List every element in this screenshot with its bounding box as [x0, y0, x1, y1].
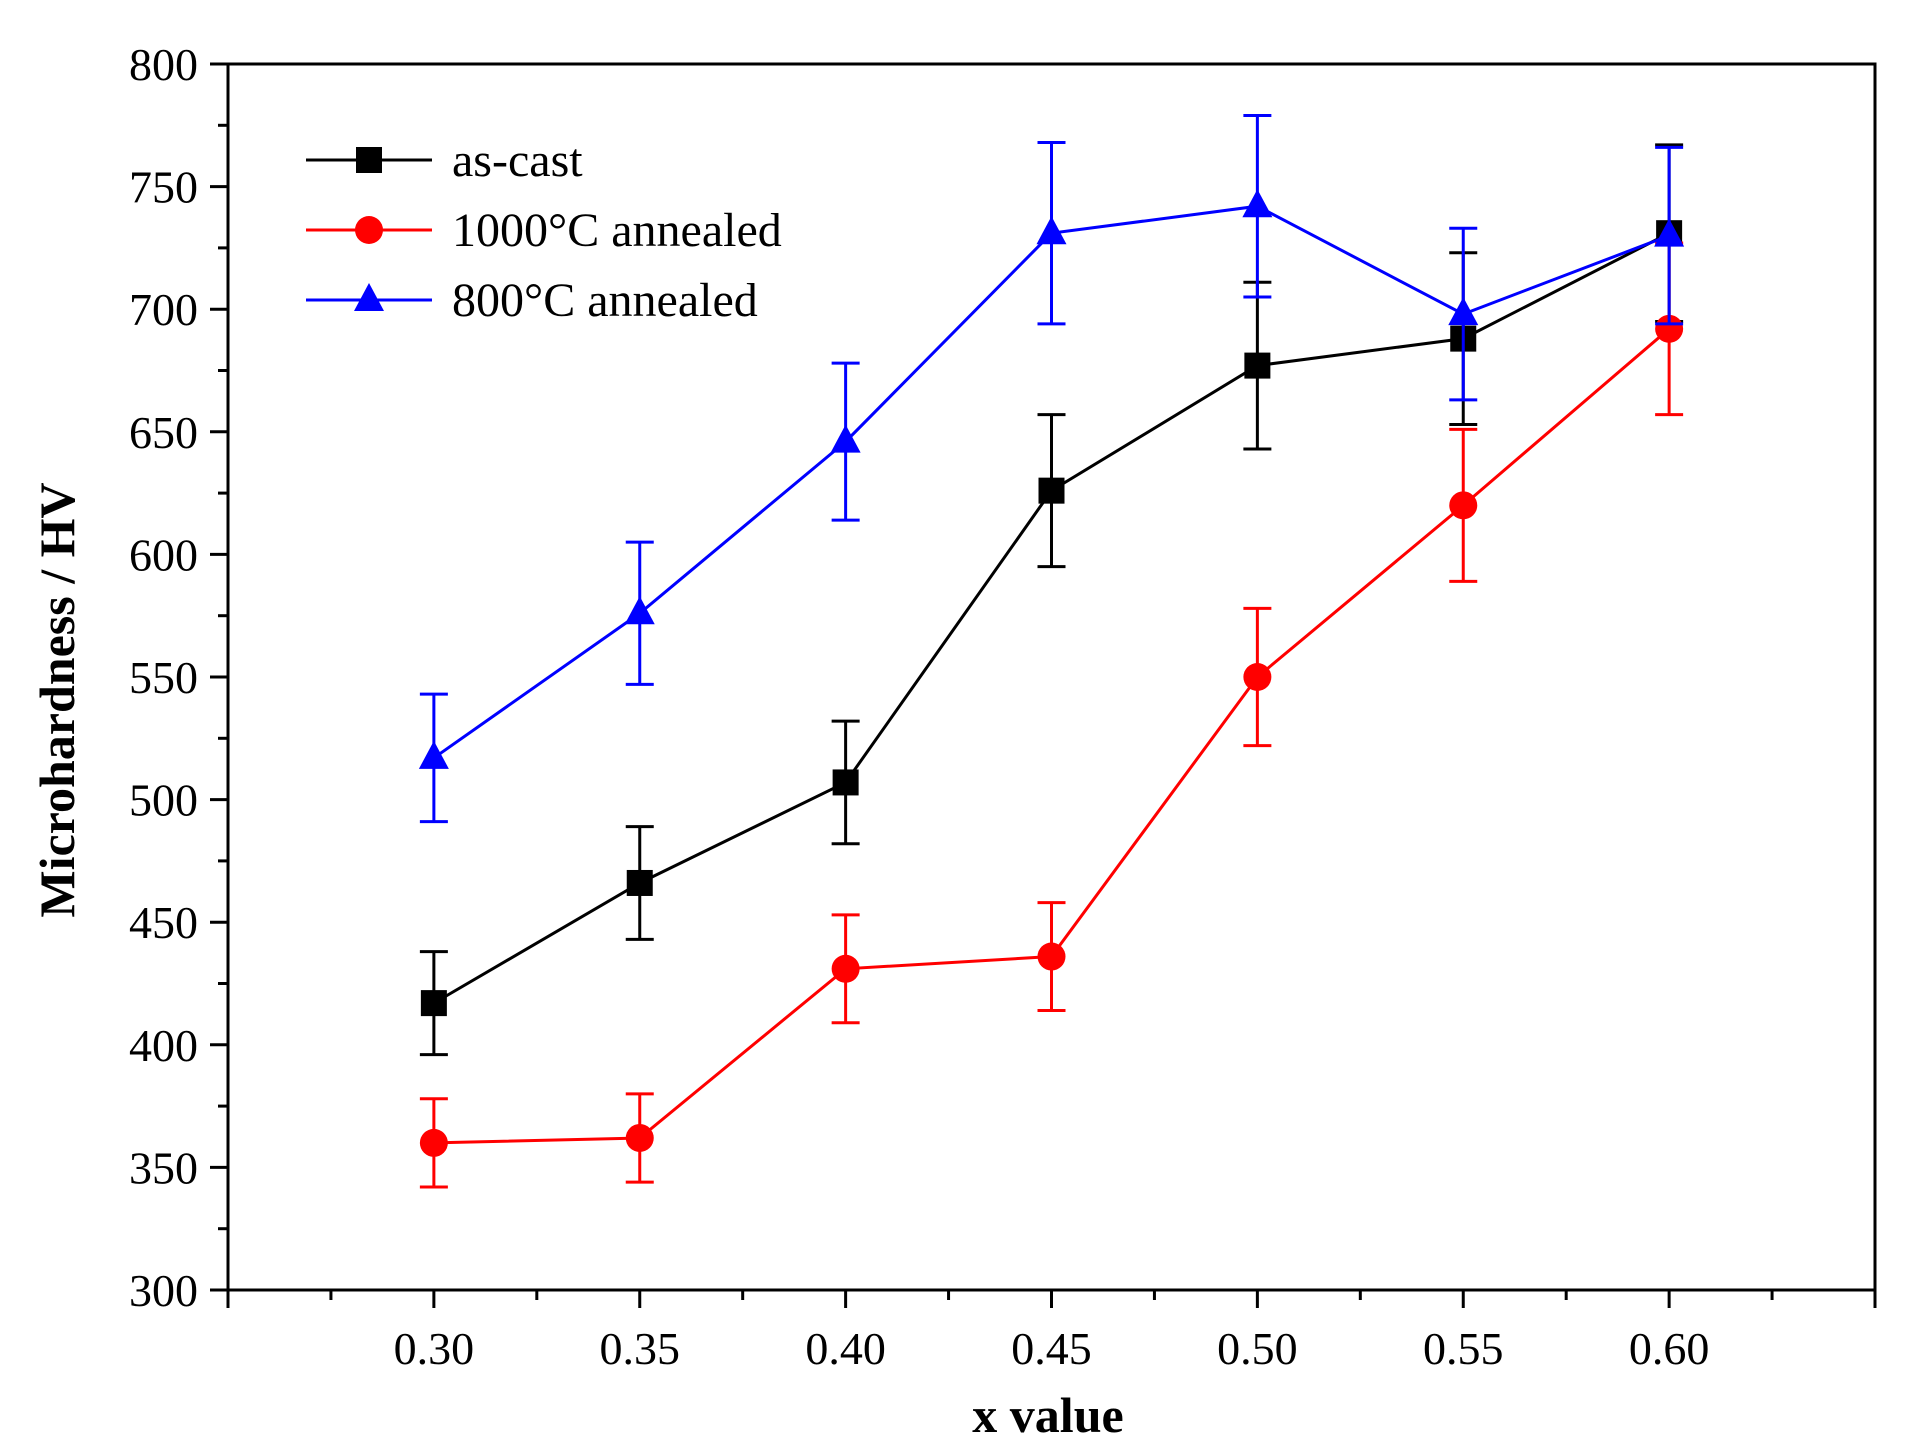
data-point [831, 954, 860, 983]
legend-label: 800°C annealed [452, 274, 758, 327]
y-tick-label: 500 [129, 775, 198, 826]
data-point [420, 990, 447, 1017]
legend-marker [356, 147, 382, 173]
data-point [1244, 352, 1271, 379]
y-tick-label: 750 [129, 162, 198, 213]
legend-marker [354, 283, 384, 311]
data-point [1655, 314, 1684, 343]
data-point [1449, 491, 1478, 520]
x-axis: 0.30 0.35 0.40 0.45 0.50 0.55 0.60 [226, 1290, 1877, 1374]
data-point [1654, 218, 1685, 247]
y-tick-label: 800 [129, 39, 198, 90]
x-tick-label: 0.35 [600, 1323, 681, 1374]
y-tick-label: 400 [129, 1020, 198, 1071]
series-1 [419, 241, 1684, 1189]
series-2 [418, 113, 1685, 824]
data-point [418, 740, 449, 769]
x-tick-label: 0.60 [1629, 1323, 1710, 1374]
series-line [433, 231, 1670, 1005]
x-tick-label: 0.55 [1423, 1323, 1504, 1374]
data-point [832, 769, 859, 796]
x-tick-label: 0.45 [1011, 1323, 1092, 1374]
data-point [1243, 663, 1272, 691]
data-point [1037, 942, 1066, 971]
y-axis-title: Microhardness / HV [29, 482, 85, 917]
x-tick-label: 0.50 [1217, 1323, 1298, 1374]
y-tick-label: 700 [129, 284, 198, 335]
data-point [624, 596, 655, 625]
legend: as-cast 1000°C annealed 800°C annealed [306, 134, 782, 327]
y-tick-label: 600 [129, 529, 198, 580]
data-point [1242, 189, 1273, 218]
y-tick-label: 550 [129, 652, 198, 703]
data-point [419, 1128, 448, 1157]
data-point [626, 869, 653, 896]
y-tick-label: 450 [129, 897, 198, 948]
data-point [1038, 477, 1065, 504]
data-point [830, 424, 861, 453]
legend-label: 1000°C annealed [452, 204, 782, 257]
legend-label: as-cast [452, 134, 583, 187]
data-point [625, 1123, 654, 1152]
data-point [1036, 216, 1067, 245]
legend-marker [355, 216, 383, 244]
y-tick-label: 650 [129, 407, 198, 458]
x-axis-title: x value [972, 1387, 1123, 1443]
x-tick-label: 0.30 [394, 1323, 475, 1374]
y-tick-label: 300 [129, 1265, 198, 1316]
series-layer [418, 113, 1685, 1189]
y-axis: 300 350 400 450 500 550 600 650 700 750 800 [129, 39, 228, 1316]
data-point [1448, 297, 1479, 326]
y-tick-label: 350 [129, 1142, 198, 1193]
x-tick-label: 0.40 [805, 1323, 886, 1374]
